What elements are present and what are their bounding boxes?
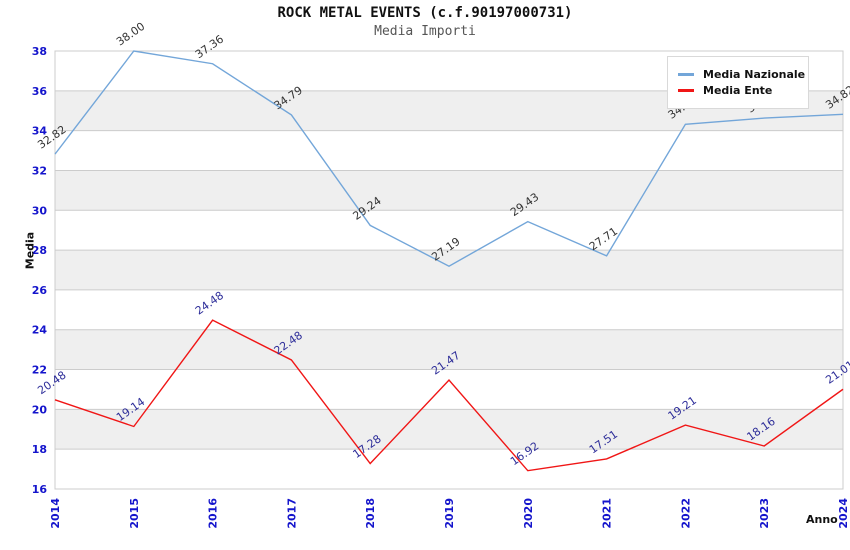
- legend-swatch-media-nazionale-icon: [678, 73, 694, 76]
- x-axis-title: Anno: [806, 513, 838, 526]
- y-tick-label: 20: [32, 403, 48, 416]
- y-tick-label: 30: [32, 204, 48, 217]
- y-axis-title: Media: [23, 231, 37, 270]
- x-tick-label: 2014: [49, 498, 62, 529]
- series-line-media-nazionale: [54, 50, 844, 268]
- x-tick-label: 2022: [679, 498, 692, 529]
- legend-item-media-nazionale: Media Nazionale: [678, 68, 805, 81]
- legend: Media Nazionale Media Ente: [667, 56, 809, 109]
- point-label-media-nazionale: 38.00: [114, 20, 147, 49]
- y-tick-label: 34: [32, 125, 48, 138]
- x-tick-label: 2020: [522, 498, 535, 529]
- y-tick-label: 26: [32, 284, 48, 297]
- chart-title: ROCK METAL EVENTS (c.f.90197000731): [277, 5, 573, 21]
- grid-band: [55, 409, 843, 450]
- legend-item-media-ente: Media Ente: [678, 84, 798, 97]
- series-line-media-ente: [54, 319, 844, 472]
- point-label-media-ente: 24.48: [193, 289, 226, 318]
- point-label-media-nazionale: 37.36: [193, 32, 226, 61]
- x-tick-label: 2016: [207, 498, 220, 529]
- x-tick-label: 2017: [285, 498, 298, 529]
- legend-label-media-ente: Media Ente: [703, 84, 773, 97]
- y-tick-label: 36: [32, 85, 48, 98]
- y-tick-label: 22: [32, 364, 47, 377]
- point-label-media-nazionale: 27.71: [587, 225, 620, 254]
- y-tick-label: 32: [32, 164, 47, 177]
- y-tick-label: 16: [32, 483, 48, 496]
- plot-border: [54, 50, 844, 490]
- grid-band: [55, 329, 843, 370]
- y-tick-label: 18: [32, 443, 47, 456]
- y-tick-label: 28: [32, 244, 47, 257]
- chart-subtitle: Media Importi: [374, 24, 476, 39]
- grid-band: [55, 170, 843, 211]
- x-tick-label: 2018: [364, 498, 377, 529]
- legend-label-media-nazionale: Media Nazionale: [703, 68, 806, 81]
- y-tick-label: 38: [32, 45, 47, 58]
- x-tick-label: 2015: [128, 498, 141, 529]
- x-tick-label: 2023: [758, 498, 771, 529]
- legend-swatch-media-ente-icon: [678, 89, 694, 92]
- grid-band: [55, 250, 843, 290]
- point-label-media-nazionale: 34.82: [823, 83, 850, 112]
- x-tick-label: 2021: [601, 498, 614, 529]
- y-tick-label: 24: [32, 324, 48, 337]
- x-tick-label: 2024: [837, 498, 850, 529]
- x-tick-label: 2019: [443, 498, 456, 529]
